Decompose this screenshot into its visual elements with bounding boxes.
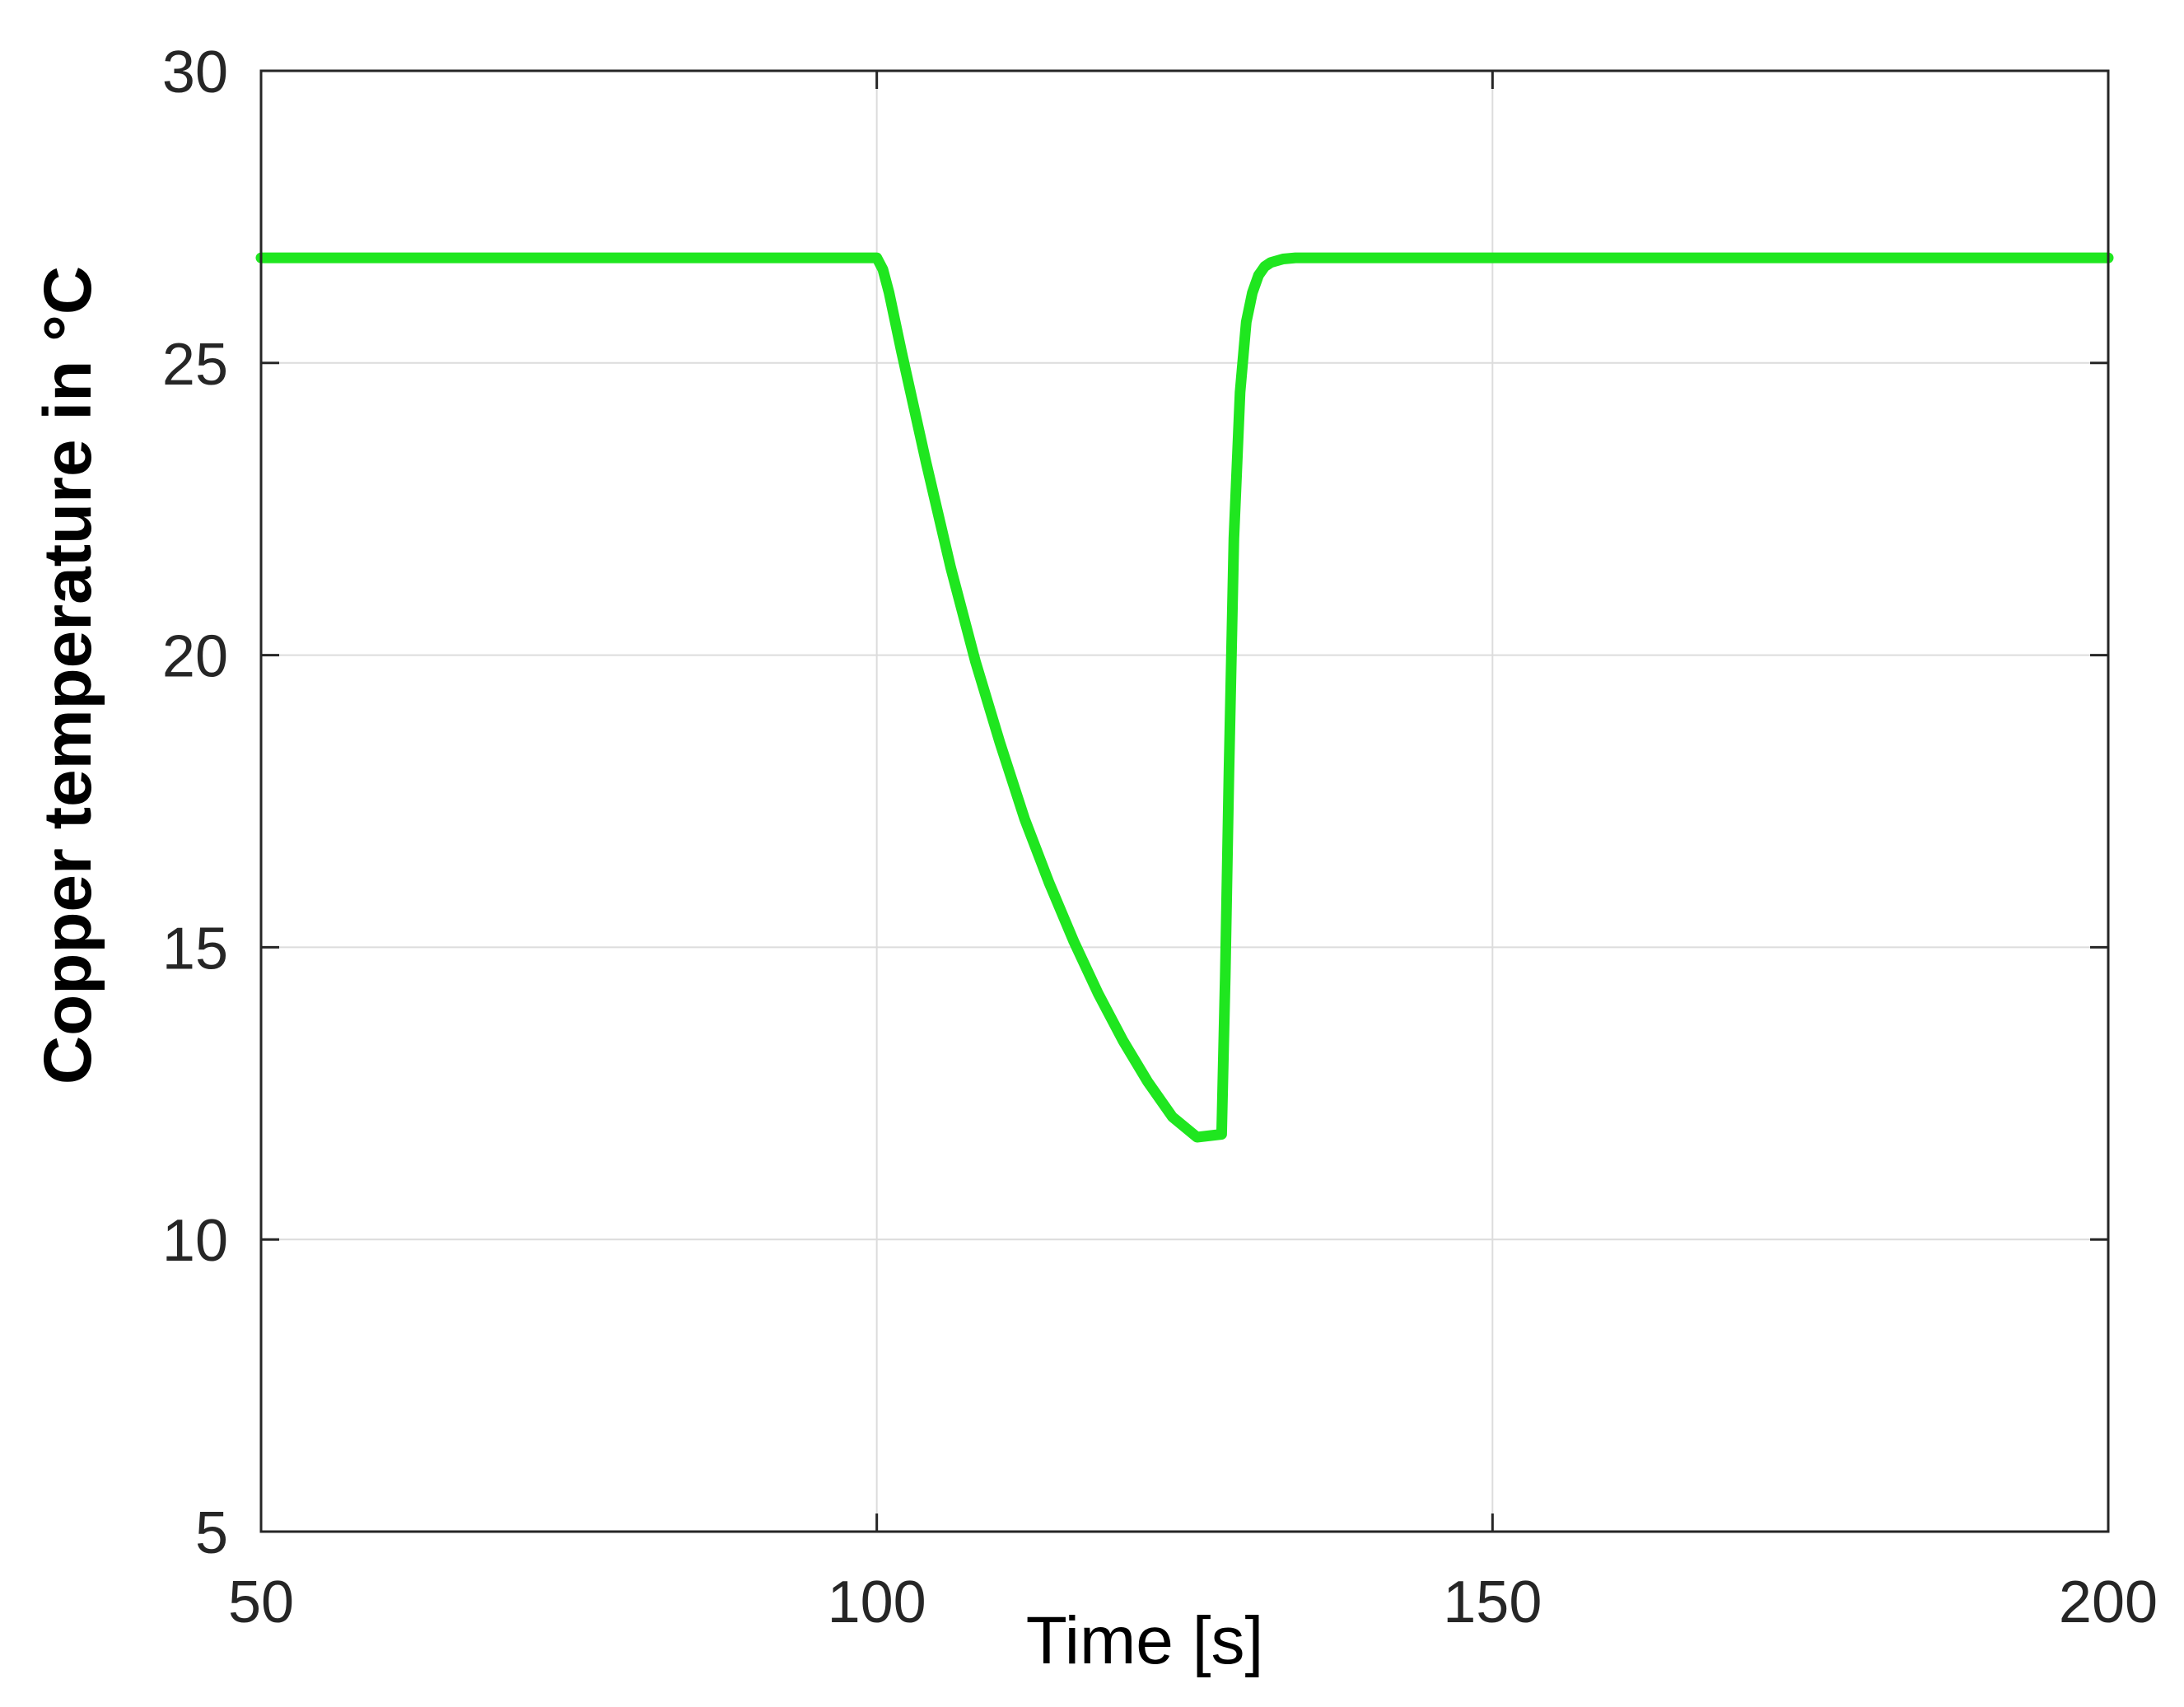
y-axis-label: Copper temperature in °C <box>30 266 105 1084</box>
axes-box <box>259 69 2110 1533</box>
grid <box>261 71 2108 1532</box>
plot-area <box>255 252 2114 1143</box>
tick-labels: 50 100 150 200 5 10 15 20 25 30 <box>162 40 2158 1635</box>
series-line <box>255 252 2114 1143</box>
y-tick-label: 20 <box>162 624 228 690</box>
y-tick-label: 15 <box>162 916 228 982</box>
x-axis-label: Time [s] <box>1026 1603 1264 1678</box>
y-tick-label: 5 <box>195 1500 228 1566</box>
x-tick-label: 150 <box>1443 1569 1542 1635</box>
x-tick-label: 50 <box>228 1569 294 1635</box>
y-tick-label: 10 <box>162 1208 228 1274</box>
y-tick-label: 30 <box>162 40 228 105</box>
x-tick-label: 100 <box>828 1569 926 1635</box>
y-tick-label: 25 <box>162 332 228 398</box>
x-tick-label: 200 <box>2059 1569 2158 1635</box>
axes <box>259 69 2110 1533</box>
